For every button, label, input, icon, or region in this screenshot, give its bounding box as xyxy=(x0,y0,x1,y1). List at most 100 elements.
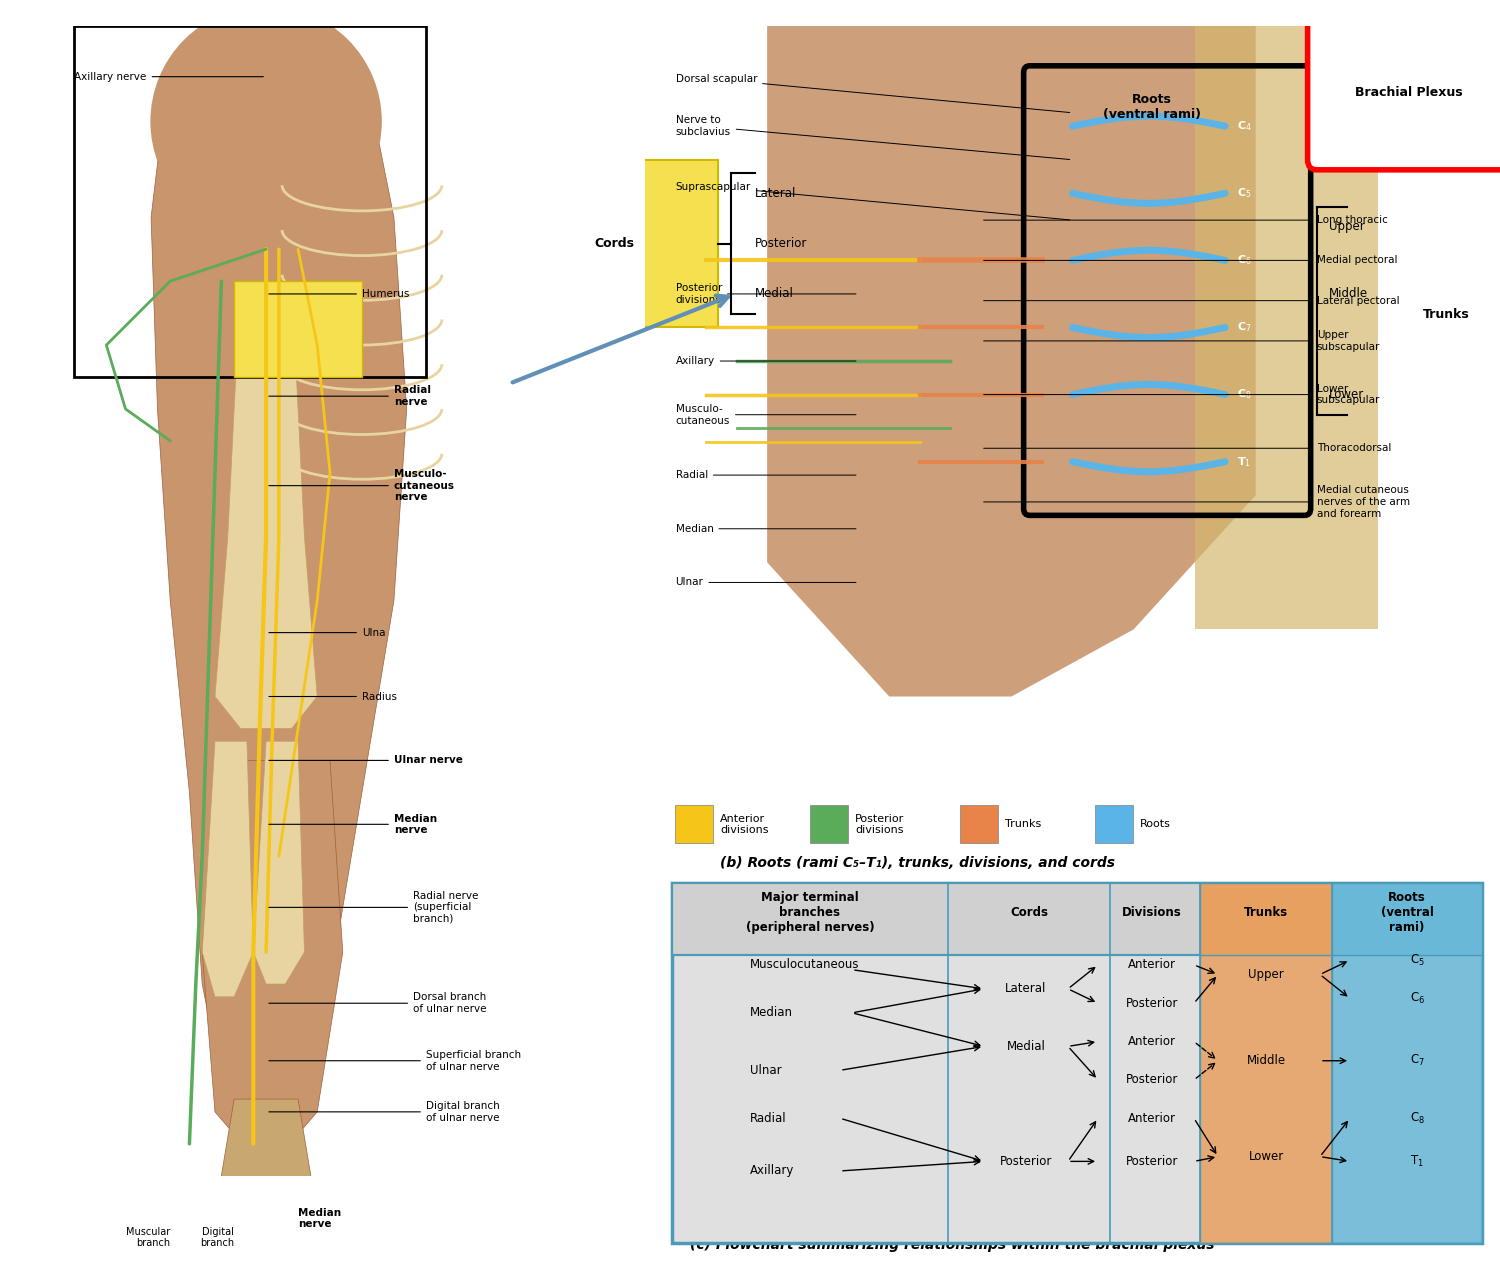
Text: Upper: Upper xyxy=(1329,220,1365,234)
Text: Long thoracic: Long thoracic xyxy=(984,215,1388,225)
Text: Trunks: Trunks xyxy=(1422,308,1470,321)
Text: Dorsal branch
of ulnar nerve: Dorsal branch of ulnar nerve xyxy=(268,993,486,1013)
Text: Radial: Radial xyxy=(750,1112,786,1125)
Text: Posterior
divisions: Posterior divisions xyxy=(675,284,856,304)
Text: Lower
subscapular: Lower subscapular xyxy=(984,383,1380,405)
Text: Ulnar: Ulnar xyxy=(750,1063,782,1077)
Text: Lower: Lower xyxy=(1248,1150,1284,1163)
Text: C$_8$: C$_8$ xyxy=(1410,1111,1425,1126)
Polygon shape xyxy=(214,281,316,728)
Text: Muscular
branch: Muscular branch xyxy=(126,1227,170,1249)
FancyBboxPatch shape xyxy=(1308,15,1500,170)
Text: Median
nerve: Median nerve xyxy=(298,1208,340,1229)
Text: Radial: Radial xyxy=(675,470,856,481)
Text: Lateral: Lateral xyxy=(1005,983,1047,996)
Text: Upper
subscapular: Upper subscapular xyxy=(984,330,1380,351)
Bar xyxy=(1332,883,1482,1242)
Text: Divisions: Divisions xyxy=(1122,906,1182,919)
Text: C$_6$: C$_6$ xyxy=(1410,990,1425,1006)
Bar xyxy=(1200,883,1332,1242)
Text: Digital
branch: Digital branch xyxy=(200,1227,234,1249)
Text: Suprascapular: Suprascapular xyxy=(675,181,1070,220)
Polygon shape xyxy=(202,741,254,997)
Text: Musculo-
cutaneous
nerve: Musculo- cutaneous nerve xyxy=(268,469,454,502)
Text: Radius: Radius xyxy=(268,691,398,702)
Bar xyxy=(1332,883,1482,955)
Text: Roots: Roots xyxy=(1140,819,1172,829)
Text: Middle: Middle xyxy=(1329,288,1368,300)
Bar xyxy=(810,805,847,843)
Text: Anterior: Anterior xyxy=(1128,1112,1176,1125)
Circle shape xyxy=(152,6,381,236)
Bar xyxy=(1095,805,1132,843)
Text: T$_1$: T$_1$ xyxy=(1410,1154,1424,1169)
Text: Thoracodorsal: Thoracodorsal xyxy=(984,443,1390,454)
Text: C$_5$: C$_5$ xyxy=(1238,187,1252,201)
Text: Posterior: Posterior xyxy=(1126,1074,1178,1086)
Text: Median
nerve: Median nerve xyxy=(268,814,436,835)
Text: Posterior: Posterior xyxy=(1000,1155,1051,1168)
FancyBboxPatch shape xyxy=(672,883,1482,1242)
Text: Musculo-
cutaneous: Musculo- cutaneous xyxy=(675,404,856,426)
Text: Axillary: Axillary xyxy=(675,357,856,366)
Polygon shape xyxy=(202,760,344,1157)
Text: Cords: Cords xyxy=(594,238,634,250)
Text: Axillary: Axillary xyxy=(750,1164,795,1177)
Text: Posterior
divisions: Posterior divisions xyxy=(855,814,904,835)
Text: C$_7$: C$_7$ xyxy=(1410,1053,1425,1068)
Bar xyxy=(234,281,362,377)
Text: Axillary nerve: Axillary nerve xyxy=(75,72,264,82)
Text: Posterior: Posterior xyxy=(754,238,807,250)
Polygon shape xyxy=(766,26,1256,697)
Text: Radial
nerve: Radial nerve xyxy=(268,386,430,406)
Text: (c) Flowchart summarizing relationships within the brachial plexus: (c) Flowchart summarizing relationships … xyxy=(690,1238,1215,1252)
Polygon shape xyxy=(1194,26,1378,630)
Text: Median: Median xyxy=(750,1006,794,1020)
Text: Major terminal
branches
(peripheral nerves): Major terminal branches (peripheral nerv… xyxy=(746,891,874,934)
Text: Trunks: Trunks xyxy=(1005,819,1041,829)
Text: Digital branch
of ulnar nerve: Digital branch of ulnar nerve xyxy=(268,1102,500,1122)
Text: Medial cutaneous
nerves of the arm
and forearm: Medial cutaneous nerves of the arm and f… xyxy=(984,486,1410,519)
Text: Medial: Medial xyxy=(1007,1040,1046,1053)
Bar xyxy=(75,26,426,377)
Text: Posterior: Posterior xyxy=(1126,997,1178,1010)
Text: (b) Roots (rami C₅–T₁), trunks, divisions, and cords: (b) Roots (rami C₅–T₁), trunks, division… xyxy=(720,856,1114,870)
Text: Lateral pectoral: Lateral pectoral xyxy=(984,295,1400,305)
Text: C$_5$: C$_5$ xyxy=(1410,952,1425,967)
Bar xyxy=(960,805,998,843)
Polygon shape xyxy=(152,58,406,1144)
Text: Roots
(ventral rami): Roots (ventral rami) xyxy=(1102,93,1202,120)
Text: Ulnar: Ulnar xyxy=(675,578,856,588)
Bar xyxy=(672,883,1482,955)
Bar xyxy=(1200,883,1332,955)
Text: Nerve to
subclavius: Nerve to subclavius xyxy=(675,115,1070,160)
Text: Dorsal scapular: Dorsal scapular xyxy=(675,74,1070,112)
Text: Lower: Lower xyxy=(1329,389,1365,401)
Text: Anterior
divisions: Anterior divisions xyxy=(720,814,768,835)
Text: C$_8$: C$_8$ xyxy=(1238,387,1252,401)
Text: Ulnar nerve: Ulnar nerve xyxy=(268,755,464,766)
Text: Superficial branch
of ulnar nerve: Superficial branch of ulnar nerve xyxy=(268,1051,520,1071)
Text: Anterior: Anterior xyxy=(1128,958,1176,971)
Text: Ulna: Ulna xyxy=(268,627,386,638)
Text: Anterior: Anterior xyxy=(1128,1035,1176,1048)
Text: T$_1$: T$_1$ xyxy=(1238,455,1251,469)
Text: Upper: Upper xyxy=(1248,967,1284,982)
Polygon shape xyxy=(254,741,305,984)
Text: Posterior: Posterior xyxy=(1126,1155,1178,1168)
Text: C$_7$: C$_7$ xyxy=(1238,321,1252,335)
Text: Radial nerve
(superficial
branch): Radial nerve (superficial branch) xyxy=(268,891,478,924)
Text: C$_6$: C$_6$ xyxy=(1238,253,1252,267)
Text: C$_4$: C$_4$ xyxy=(1238,119,1252,133)
Text: Lateral: Lateral xyxy=(754,187,796,199)
Text: Medial: Medial xyxy=(754,288,794,300)
Text: Medial pectoral: Medial pectoral xyxy=(984,256,1398,266)
Bar xyxy=(672,883,1482,955)
Text: Middle: Middle xyxy=(1246,1054,1286,1067)
Text: Trunks: Trunks xyxy=(1244,906,1288,919)
Bar xyxy=(675,805,712,843)
Text: Humerus: Humerus xyxy=(268,289,410,299)
Polygon shape xyxy=(222,1099,310,1208)
Text: Median: Median xyxy=(675,524,856,534)
Text: Roots
(ventral
rami): Roots (ventral rami) xyxy=(1380,891,1434,934)
